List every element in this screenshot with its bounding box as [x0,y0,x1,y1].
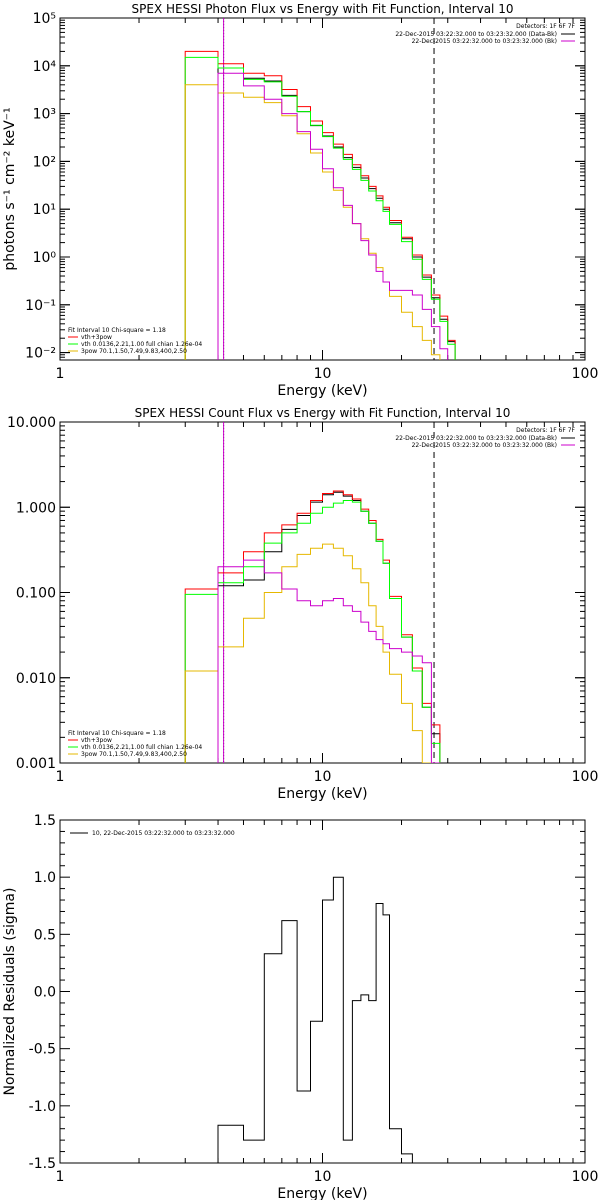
y-tick-label: 1.5 [34,813,56,829]
y-tick-label: 10⁴ [33,59,57,75]
x-tick-label: 100 [572,366,599,382]
series-line-5 [217,72,449,360]
legend-entry: 10, 22-Dec-2015 03:22:32.000 to 03:23:32… [92,830,235,837]
plot-frame [59,421,586,764]
y-axis-label: Normalized Residuals (sigma) [2,888,18,1096]
series-line-4 [184,543,432,763]
legend-entry: 22-Dec-2015 03:22:32.000 to 03:23:32.000… [412,38,557,45]
x-tick-label: 100 [572,769,599,785]
legend-entry: 3pow 70.1,1.50,7.49,9.83,400,2.50 [81,348,187,355]
series-line-1 [217,67,456,360]
y-tick-label: 10.000 [7,415,56,431]
y-tick-label: 0.100 [16,586,56,602]
chart-panel-2: 1 10 100 0.001 0.010 0.100 1.000 10.000 SPEX HES… [7,406,599,802]
legend-entry: 22-Dec-2015 03:22:32.000 to 03:23:32.000… [412,442,557,449]
series-line-1 [217,491,441,763]
y-tick-label: -1.0 [29,1099,56,1115]
legend-fit-header: Fit Interval 10 Chi-square = 1.18 [68,327,166,334]
y-tick-label: 0.010 [16,671,56,687]
chart-title: SPEX HESSI Photon Flux vs Energy with Fi… [132,2,514,16]
x-tick-label: 1 [56,769,65,785]
legend-detectors: Detectors: 1F 6F 7F [516,427,575,434]
legend-entry: vth 0.0136,2.21,1.00 full chian 1.26e-04 [81,744,202,751]
series-group [217,876,413,1163]
series-line-2 [184,50,456,360]
y-tick-label: 10³ [33,107,56,123]
x-tick-label: 1 [56,366,65,382]
y-tick-label: 10⁻¹ [25,298,56,314]
x-tick-label: 10 [314,366,332,382]
chart-title: SPEX HESSI Count Flux vs Energy with Fit… [135,406,511,420]
series-line-5 [217,559,441,763]
y-tick-label: 1.000 [16,500,56,516]
y-tick-label: 1.0 [34,870,56,886]
chart-panel-1: 1 10 100 10⁻² 10⁻¹ 10⁰ 10¹ 10² 10³ 10⁴ 10⁵ SPEX HES… [2,2,599,399]
y-tick-label: 10⁰ [33,250,57,266]
x-tick-label: 10 [314,1169,332,1185]
legend-entry: vth 0.0136,2.21,1.00 full chian 1.26e-04 [81,341,202,348]
legend-entry: 22-Dec-2015 03:22:32.000 to 03:23:32.000… [395,435,557,442]
y-tick-label: 10¹ [33,202,56,218]
x-tick-label: 100 [572,1169,599,1185]
series-group [184,50,456,360]
plot-frame [59,17,586,361]
series-line-3 [184,56,456,360]
legend-entry: vth+3pow [81,737,112,744]
y-tick-label: 10⁻² [25,346,56,362]
legend-entry: vth+3pow [81,334,112,341]
x-tick-label: 1 [56,1169,65,1185]
y-tick-label: 10⁵ [33,11,56,27]
chart-panel-3: 1 10 100 -1.5 -1.0 -0.5 0.0 0.5 1.0 1.5 Energy (ke… [2,813,598,1200]
y-tick-label: -1.5 [29,1156,56,1172]
y-tick-label: 10² [33,154,56,170]
x-axis-label: Energy (keV) [277,1186,367,1200]
series-line-3 [184,500,441,763]
y-tick-label: 0.5 [34,927,56,943]
x-axis-label: Energy (keV) [277,383,367,399]
x-axis-label: Energy (keV) [277,786,367,802]
legend-fit-header: Fit Interval 10 Chi-square = 1.18 [68,730,166,737]
series-group [184,490,441,763]
legend-entry: 22-Dec-2015 03:22:32.000 to 03:23:32.000… [395,31,557,38]
legend-detectors: Detectors: 1F 6F 7F [516,23,575,30]
x-tick-label: 10 [314,769,332,785]
y-tick-label: 0.0 [34,985,56,1001]
y-tick-label: 0.001 [16,756,56,772]
y-tick-label: -0.5 [29,1042,56,1058]
series-line-1 [217,876,413,1163]
legend-entry: 3pow 70.1,1.50,7.49,9.83,400,2.50 [81,751,187,758]
y-axis-label: photons s⁻¹ cm⁻² keV⁻¹ [2,107,18,270]
